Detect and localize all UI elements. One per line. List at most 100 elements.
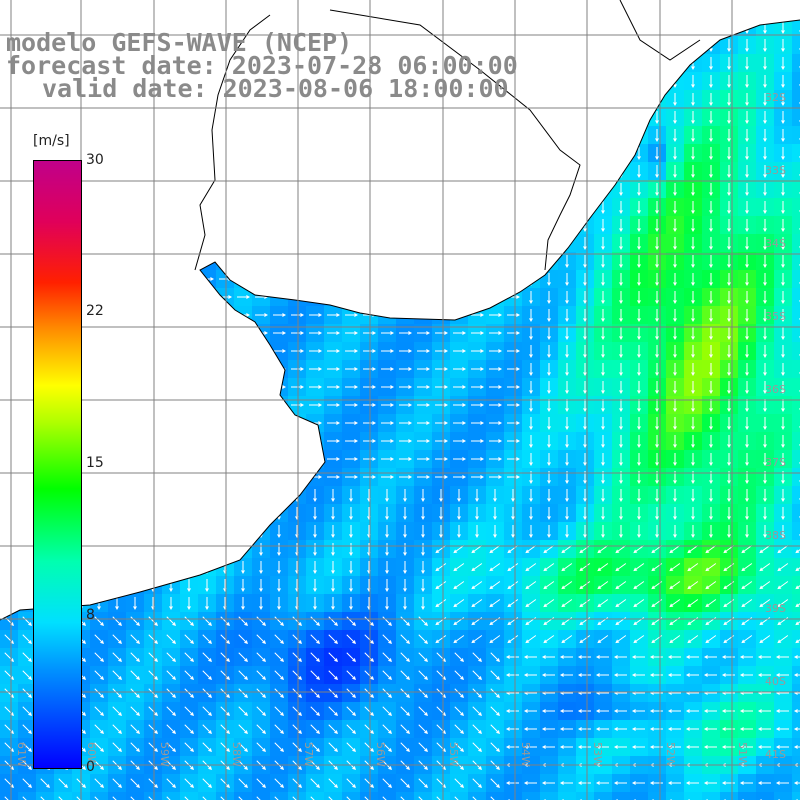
wind-cell [486,792,504,800]
wind-arrow [507,8,519,11]
wind-arrow [601,309,605,323]
wind-arrow [601,327,605,341]
wind-cell [198,468,216,486]
wind-arrow [471,439,485,443]
wind-arrow [363,43,377,47]
wind-cell [162,108,180,126]
wind-arrow [435,439,449,443]
wind-arrow [782,3,785,15]
wind-cell [0,432,18,450]
wind-arrow [273,115,287,119]
wind-arrow [615,635,627,644]
wind-cell [324,126,342,144]
wind-arrow [764,3,767,15]
wind-arrow [363,259,377,263]
wind-arrow [691,237,695,251]
wind-cell [306,234,324,252]
wind-arrow [331,579,335,593]
wind-arrow [565,147,569,161]
wind-arrow [399,8,411,11]
wind-arrow [583,399,587,413]
wind-arrow [453,635,465,644]
wind-arrow [130,688,140,698]
wind-arrow [655,21,659,35]
wind-cell [198,306,216,324]
wind-cell [612,36,630,54]
wind-arrow [7,507,11,521]
wind-arrow [523,655,537,659]
wind-cell [0,126,18,144]
wind-arrow [111,277,125,281]
wind-cell [702,0,720,18]
wind-arrow [601,57,605,71]
wind-arrow [418,670,428,680]
wind-cell [108,576,126,594]
wind-arrow [529,129,533,143]
wind-arrow [274,616,284,626]
wind-arrow [291,331,305,335]
wind-cell [144,234,162,252]
wind-cell [144,270,162,288]
wind-arrow [781,489,785,503]
wind-arrow [165,421,179,425]
wind-arrow [601,273,605,287]
wind-cell [324,144,342,162]
wind-cell [252,486,270,504]
wind-cell [324,180,342,198]
wind-arrow [381,403,395,407]
wind-arrow [637,363,641,377]
wind-arrow [363,439,377,443]
wind-arrow [613,655,627,659]
wind-arrow [619,327,623,341]
lat-label: 33S [765,164,786,177]
wind-arrow [220,688,230,698]
wind-cell [0,504,18,522]
wind-arrow [310,724,320,734]
wind-arrow [183,205,197,209]
wind-arrow [727,417,731,431]
wind-arrow [3,367,17,371]
wind-cell [90,216,108,234]
wind-arrow [525,581,537,590]
wind-cell [234,396,252,414]
wind-arrow [523,745,537,749]
wind-arrow [709,291,713,305]
wind-arrow [435,545,447,554]
wind-cell [792,90,800,108]
wind-cell [792,396,800,414]
wind-arrow [3,349,17,353]
wind-arrow [565,327,569,341]
lon-label: 58W [230,742,243,767]
wind-arrow [763,201,767,215]
wind-arrow [147,151,161,155]
wind-arrow [166,778,176,788]
wind-cell [126,486,144,504]
wind-arrow [637,417,641,431]
wind-arrow [741,545,753,554]
wind-arrow [691,507,695,521]
wind-arrow [721,673,735,677]
wind-cell [252,270,270,288]
wind-cell [576,36,594,54]
wind-arrow [595,745,609,749]
wind-arrow [400,616,410,626]
wind-arrow [619,435,623,449]
wind-arrow [649,673,663,677]
wind-arrow [399,133,413,137]
wind-arrow [187,597,191,611]
wind-arrow [327,367,341,371]
wind-arrow [759,563,771,572]
wind-arrow [727,165,731,179]
wind-arrow [709,129,713,143]
wind-arrow [687,599,699,608]
wind-cell [450,234,468,252]
wind-arrow [363,187,377,191]
wind-arrow [274,778,284,788]
wind-arrow [3,313,17,317]
wind-arrow [25,561,29,575]
wind-arrow [471,295,485,299]
wind-arrow [399,313,413,317]
wind-cell [396,162,414,180]
wind-arrow [165,439,179,443]
wind-arrow [256,724,266,734]
